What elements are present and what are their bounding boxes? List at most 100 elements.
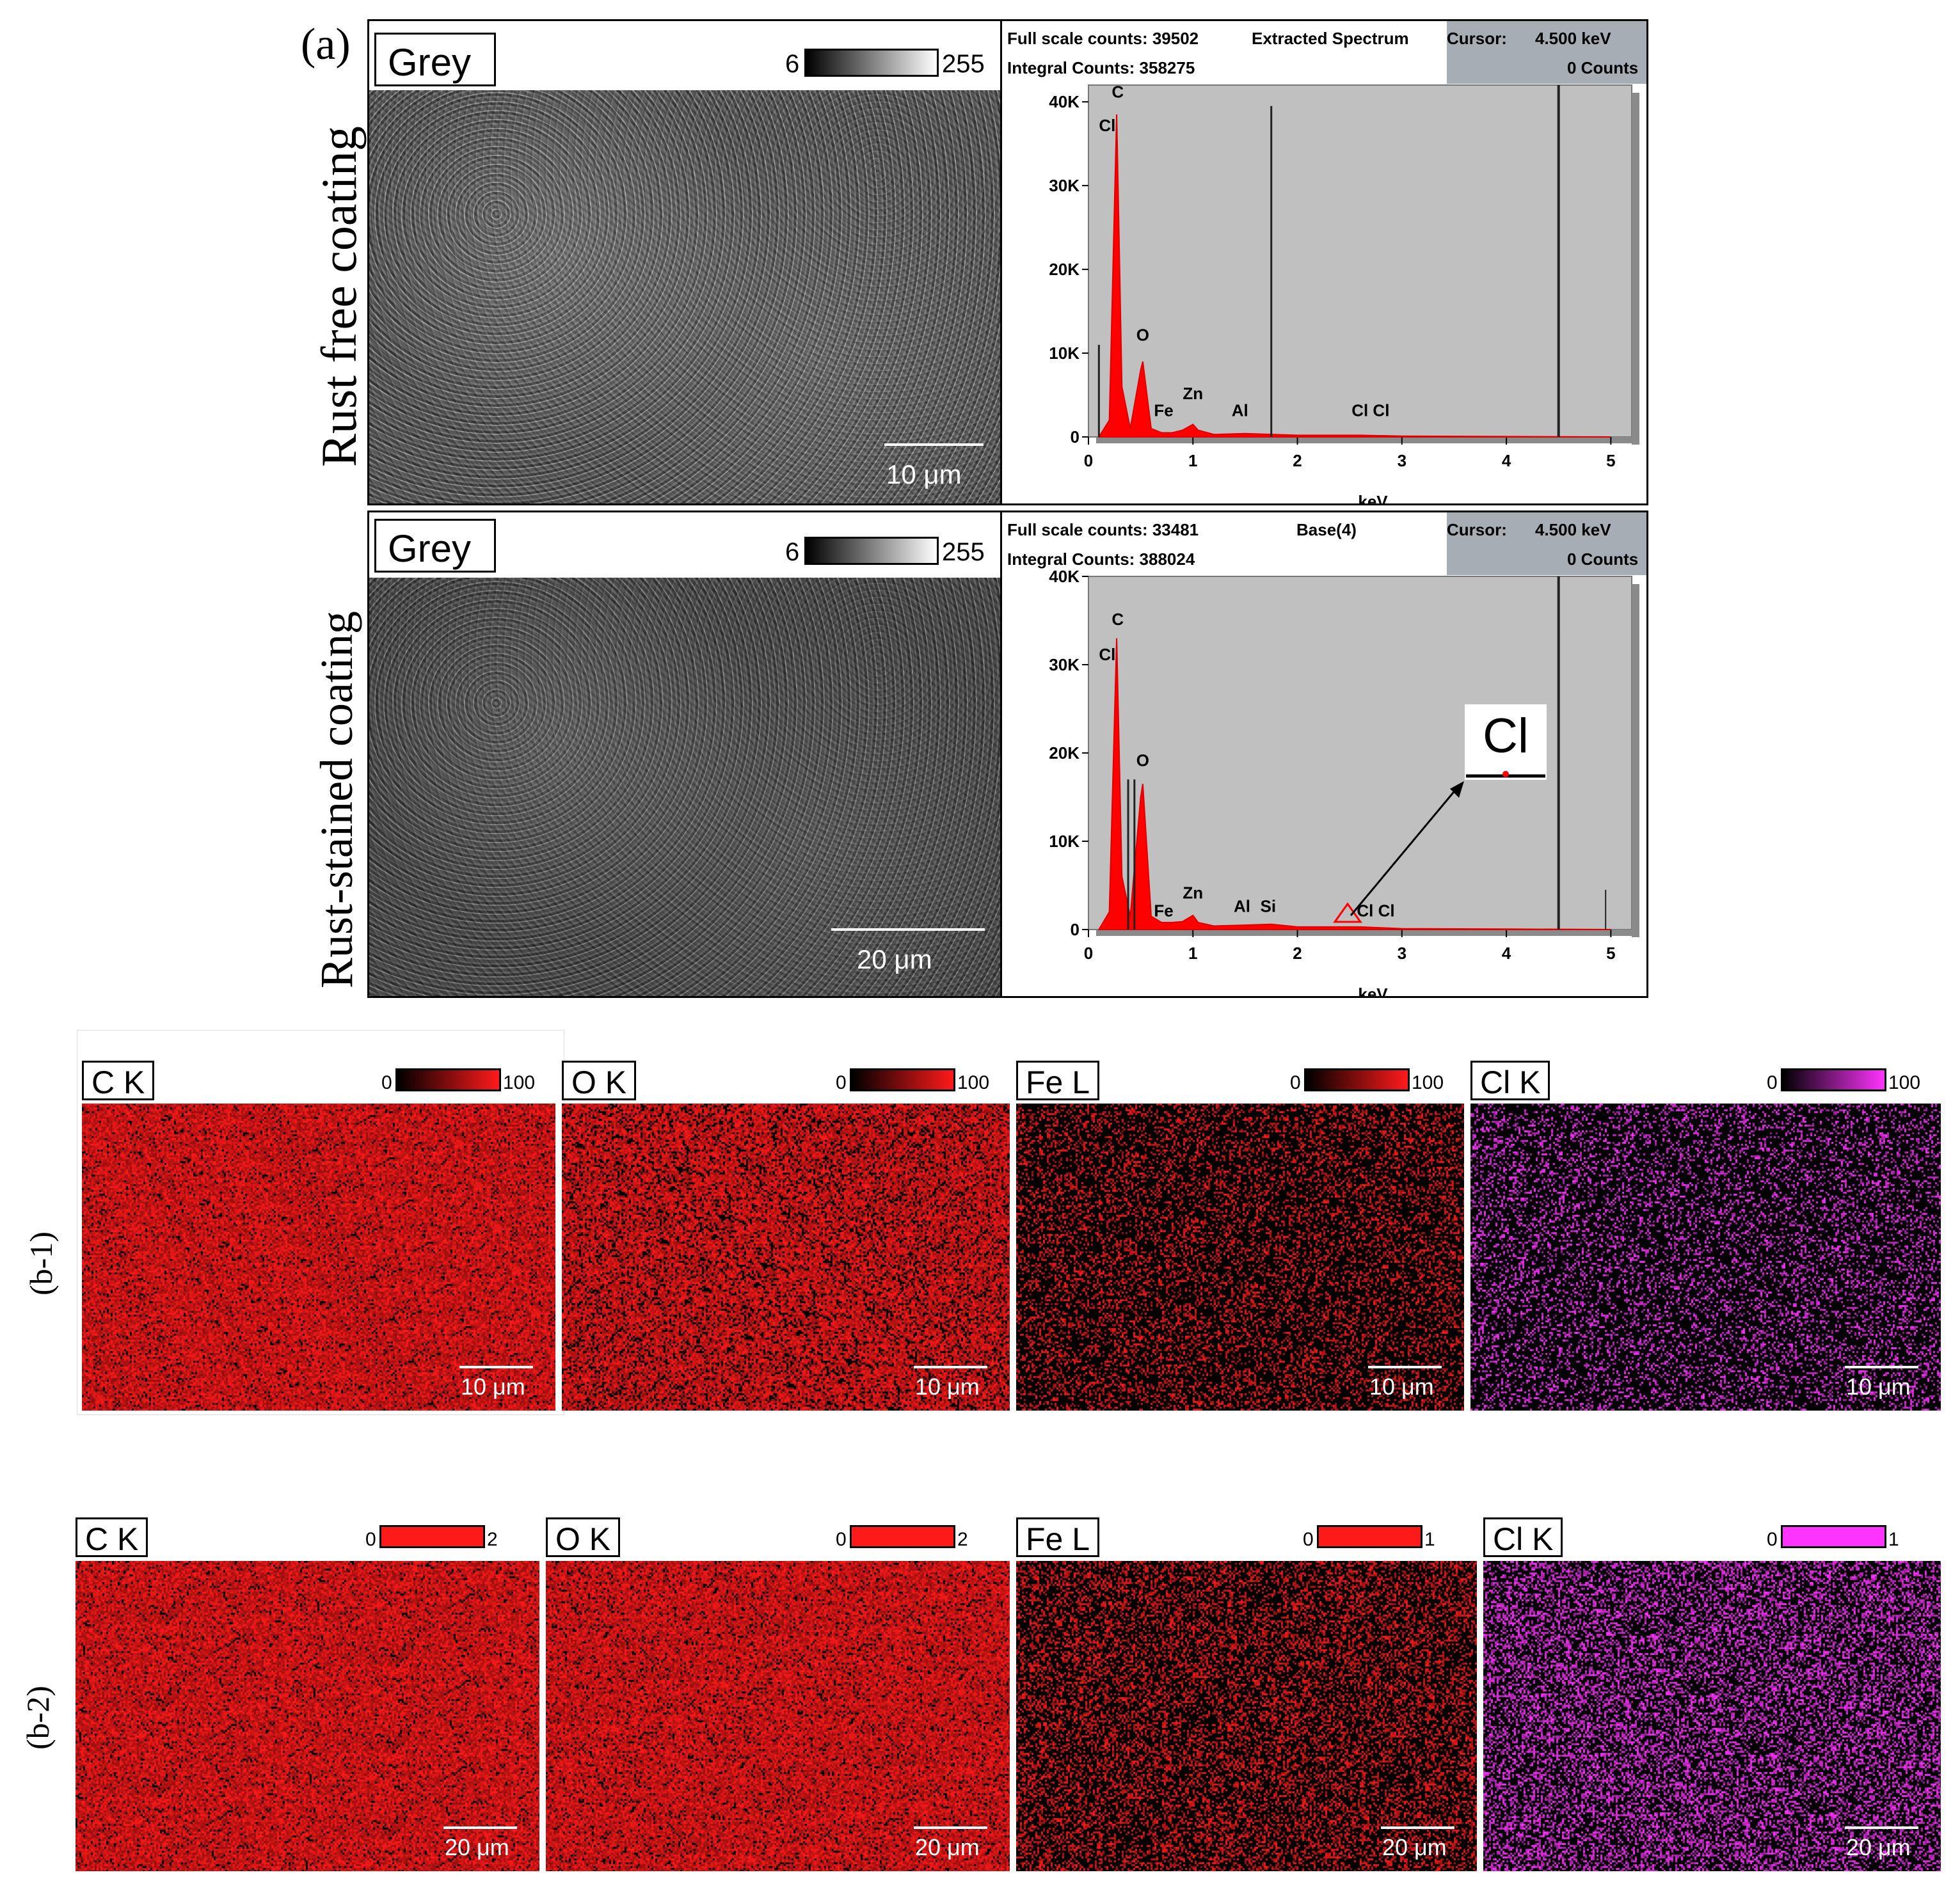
grey-ramp [804,537,939,565]
cursor-label: Cursor: [1447,520,1507,539]
cursor-readout: Cursor: 4.500 keV 0 Counts [1447,21,1646,84]
cursor-readout: Cursor: 4.500 keV 0 Counts [1447,512,1646,575]
x-axis-label: keV [1358,492,1388,503]
cursor-label: Cursor: [1447,29,1507,48]
x-tick-label: 2 [1293,944,1302,963]
panel-b1-label: (b-1) [23,1231,59,1295]
sem-panel-rust-stained: Grey 6 255 20 μm [367,511,1007,998]
ramp-min: 0 [836,1529,847,1550]
plot-shadow [1632,584,1639,937]
peak-label: Zn [1183,384,1203,403]
spectrum-series [1097,638,1611,930]
y-tick-label: 10K [1049,832,1080,851]
row-label-rust-stained: Rust-stained coating [311,611,362,988]
x-tick-label: 5 [1606,451,1615,470]
peak-label: Al [1232,400,1248,420]
plot-shadow [1096,437,1639,443]
scale-bar [1368,1366,1442,1368]
inset-arrow [1350,788,1458,916]
x-axis-label: keV [1358,985,1388,996]
x-tick-label: 3 [1398,944,1406,963]
scale-bar [884,443,984,446]
scale-bar-label: 20 μm [915,1834,980,1860]
y-tick-label: 20K [1049,743,1080,763]
element-label: Cl K [1483,1517,1563,1557]
x-tick-label: 5 [1606,944,1615,963]
grey-ramp-min: 6 [785,50,800,78]
grey-ramp-min: 6 [785,538,800,566]
y-tick-label: 0 [1071,427,1080,447]
element-map-image [82,1104,555,1411]
scale-bar [1845,1366,1918,1368]
x-tick-label: 1 [1188,944,1197,963]
sem-image-rust-free [369,90,1005,503]
peak-label: Fe [1154,400,1173,420]
element-label: Cl K [1470,1061,1550,1100]
full-scale-counts: Full scale counts: 39502 [1007,29,1199,48]
cursor-counts: 0 Counts [1567,550,1639,569]
sem-mode-label: Grey [374,33,496,86]
ramp-min: 0 [1303,1529,1314,1550]
y-tick-label: 20K [1049,260,1080,279]
ramp-max: 100 [1888,1072,1921,1093]
scale-bar-label: 20 μm [1846,1834,1911,1860]
element-map-image [546,1561,1010,1871]
scale-bar-label: 20 μm [857,944,932,974]
grey-ramp-max: 255 [942,50,985,78]
element-map-image [1016,1561,1477,1871]
ramp-max: 1 [1424,1529,1435,1550]
spectrum-chart: 0 10K 20K 30K 40K 0 1 2 3 4 5 keV C Cl O Fe Zn Al Si Cl Cl C… [1049,567,1639,996]
ramp-min: 0 [1290,1072,1301,1093]
spectrum-series [1097,114,1611,438]
x-tick-label: 0 [1084,944,1093,963]
inset-label: Cl [1483,709,1529,763]
panel-a-label: (a) [301,20,351,69]
scale-bar-label: 20 μm [445,1834,509,1860]
row-label-rust-free: Rust free coating [311,126,367,467]
ramp-max: 1 [1888,1529,1899,1550]
ramp-min: 0 [1767,1529,1778,1550]
scale-bar-label: 10 μm [886,459,962,489]
full-scale-counts: Full scale counts: 33481 [1007,520,1199,539]
y-tick-label: 0 [1071,920,1080,939]
scale-bar [1381,1826,1454,1829]
element-map-image [562,1104,1010,1411]
ramp-min: 0 [381,1072,392,1093]
element-map-image [1483,1561,1941,1871]
x-tick-label: 4 [1502,944,1511,963]
plot-area [1088,84,1632,438]
peak-label: Cl Cl [1351,400,1389,420]
spectrum-name: Extracted Spectrum [1252,29,1409,48]
scale-bar-label: 10 μm [461,1373,525,1400]
ramp-max: 100 [1412,1072,1444,1093]
y-tick-label: 30K [1049,655,1080,674]
cursor-counts: 0 Counts [1567,58,1639,77]
intensity-ramp [850,1068,955,1091]
inset-box [1465,704,1547,780]
peak-label: Cl [1099,645,1115,664]
scale-bar [1845,1826,1918,1829]
element-map-image [1470,1104,1941,1411]
element-label: Fe L [1016,1517,1100,1557]
intensity-ramp [850,1525,955,1548]
peak-label: Fe [1154,901,1173,920]
cursor-value: 4.500 keV [1535,520,1611,539]
intensity-ramp [1317,1525,1422,1548]
x-tick-label: 3 [1398,451,1406,470]
peak-label: Cl [1099,116,1115,135]
scale-bar-label: 20 μm [1382,1834,1447,1860]
sem-panel-rust-free: Grey 6 255 10 μm [367,19,1007,505]
scale-bar [914,1366,987,1368]
scale-bar [831,928,985,931]
scale-bar-label: 10 μm [915,1373,980,1400]
element-label: O K [562,1061,637,1100]
ramp-min: 0 [1767,1072,1778,1093]
spectrum-chart: 0 10K 20K 30K 40K 0 1 2 3 4 5 keV C Cl O Fe Zn Al Cl Cl [1049,83,1639,503]
element-label: C K [82,1061,155,1100]
grey-ramp [804,49,939,77]
x-tick-label: 4 [1502,451,1511,470]
sem-mode-label: Grey [374,519,496,573]
scale-bar [459,1366,533,1368]
scale-bar [914,1826,987,1829]
